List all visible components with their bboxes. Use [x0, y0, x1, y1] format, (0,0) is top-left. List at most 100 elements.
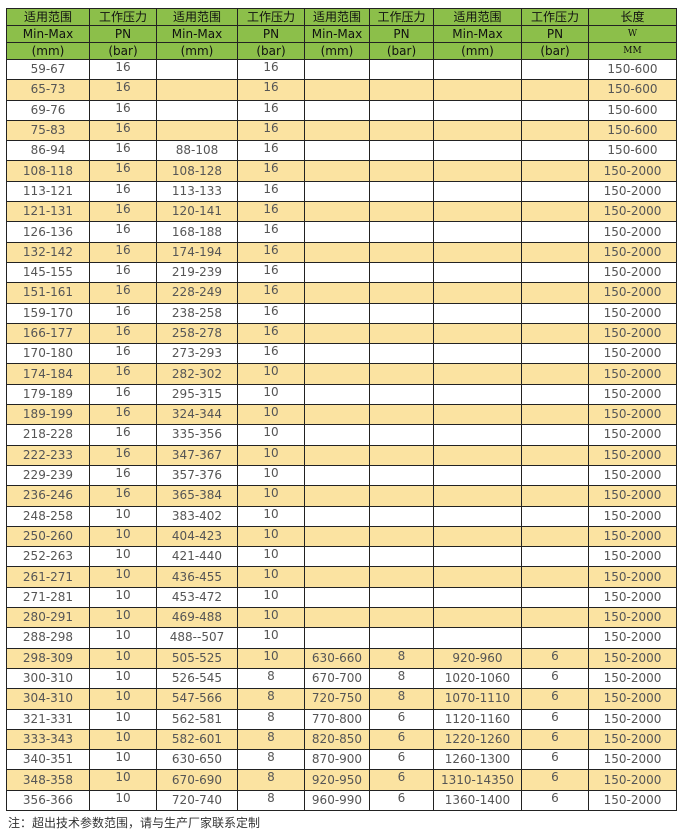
pressure-cell: [369, 546, 434, 568]
table-row: 113-121 16 113-133 16 150-2000: [6, 180, 677, 203]
pressure-cell: 16: [89, 363, 157, 385]
range-cell: 132-142: [6, 241, 90, 263]
range-cell: [433, 79, 522, 101]
length-cell: 150-2000: [588, 647, 677, 669]
range-cell: 252-263: [6, 546, 90, 568]
range-cell: 166-177: [6, 322, 90, 345]
pressure-cell: 16: [89, 99, 157, 121]
table-row: 300-310 10 526-545 8 670-700 8 1020-1060 6 150-2…: [6, 667, 677, 690]
pressure-cell: 10: [89, 647, 157, 669]
range-cell: 258-278: [156, 322, 238, 345]
pressure-cell: 6: [521, 667, 589, 690]
range-cell: 960-990: [304, 789, 370, 811]
pressure-cell: [521, 302, 589, 324]
range-cell: 347-367: [156, 444, 238, 466]
pressure-cell: 10: [237, 383, 305, 406]
table-row: 166-177 16 258-278 16 150-2000: [6, 322, 677, 345]
pressure-cell: [521, 58, 589, 81]
range-cell: 108-128: [156, 160, 238, 182]
pressure-cell: [521, 282, 589, 304]
range-cell: [433, 546, 522, 568]
table-row: 189-199 16 324-344 10 150-2000: [6, 404, 677, 426]
range-cell: [433, 119, 522, 142]
pressure-cell: [521, 627, 589, 649]
pressure-cell: 10: [237, 485, 305, 507]
pressure-cell: 16: [237, 79, 305, 101]
header-cell: 适用范围: [6, 8, 90, 26]
header-cell: Min-Max: [6, 25, 90, 43]
table-row: 222-233 16 347-367 10 150-2000: [6, 444, 677, 466]
pressure-cell: 10: [89, 607, 157, 629]
pressure-cell: 10: [237, 505, 305, 527]
table-row: 179-189 16 295-315 10 150-2000: [6, 383, 677, 406]
range-cell: 280-291: [6, 607, 90, 629]
length-cell: 150-2000: [588, 221, 677, 243]
range-cell: 770-800: [304, 708, 370, 730]
range-cell: 920-960: [433, 647, 522, 669]
range-cell: [433, 404, 522, 426]
table-row: 298-309 10 505-525 10 630-660 8 920-960 6 150-20…: [6, 647, 677, 669]
range-cell: 65-73: [6, 79, 90, 101]
range-cell: 357-376: [156, 464, 238, 487]
pressure-cell: 6: [369, 728, 434, 751]
range-cell: 113-133: [156, 180, 238, 203]
range-cell: 1120-1160: [433, 708, 522, 730]
range-cell: 238-258: [156, 302, 238, 324]
pressure-cell: 16: [89, 485, 157, 507]
pressure-cell: [521, 322, 589, 345]
header-cell: Min-Max: [433, 25, 522, 43]
range-cell: [304, 119, 370, 142]
header-cell: 适用范围: [304, 8, 370, 26]
range-cell: 168-188: [156, 221, 238, 243]
pressure-cell: [521, 241, 589, 263]
length-cell: 150-2000: [588, 343, 677, 365]
range-cell: 421-440: [156, 546, 238, 568]
pressure-cell: 16: [89, 180, 157, 203]
pressure-cell: 10: [237, 607, 305, 629]
range-cell: 126-136: [6, 221, 90, 243]
range-cell: [433, 322, 522, 345]
range-cell: 228-249: [156, 282, 238, 304]
range-cell: [433, 485, 522, 507]
pressure-cell: [369, 586, 434, 609]
range-cell: [433, 424, 522, 446]
range-cell: 348-358: [6, 769, 90, 791]
range-cell: 720-750: [304, 688, 370, 710]
length-cell: 150-2000: [588, 322, 677, 345]
pressure-cell: [521, 99, 589, 121]
pressure-cell: 16: [89, 160, 157, 182]
pressure-cell: 6: [521, 688, 589, 710]
range-cell: [304, 444, 370, 466]
range-cell: 113-121: [6, 180, 90, 203]
range-cell: [433, 383, 522, 406]
range-cell: [304, 343, 370, 365]
pressure-cell: 16: [89, 140, 157, 162]
pressure-cell: 10: [89, 749, 157, 771]
range-cell: [304, 627, 370, 649]
table-row: 145-155 16 219-239 16 150-2000: [6, 261, 677, 284]
pressure-cell: [369, 79, 434, 101]
range-cell: [304, 302, 370, 324]
pressure-cell: 10: [237, 363, 305, 385]
pressure-cell: 16: [89, 241, 157, 263]
range-cell: 179-189: [6, 383, 90, 406]
pressure-cell: [521, 566, 589, 588]
pressure-cell: 8: [237, 749, 305, 771]
range-cell: [304, 363, 370, 385]
pressure-cell: [521, 140, 589, 162]
range-cell: [304, 180, 370, 203]
pressure-cell: 10: [89, 667, 157, 690]
table-row: 75-83 16 16 150-600: [6, 119, 677, 142]
range-cell: [433, 525, 522, 548]
pressure-cell: 8: [237, 667, 305, 690]
range-cell: 120-141: [156, 201, 238, 223]
pressure-cell: [369, 424, 434, 446]
length-cell: 150-2000: [588, 505, 677, 527]
pressure-cell: 6: [521, 708, 589, 730]
pressure-cell: [369, 221, 434, 243]
spec-table: 适用范围 工作压力 适用范围 工作压力 适用范围 工作压力 适用范围 工作压力 长度 Min-M…: [6, 8, 677, 811]
pressure-cell: 16: [237, 302, 305, 324]
pressure-cell: [369, 464, 434, 487]
pressure-cell: 16: [237, 201, 305, 223]
pressure-cell: 10: [237, 464, 305, 487]
